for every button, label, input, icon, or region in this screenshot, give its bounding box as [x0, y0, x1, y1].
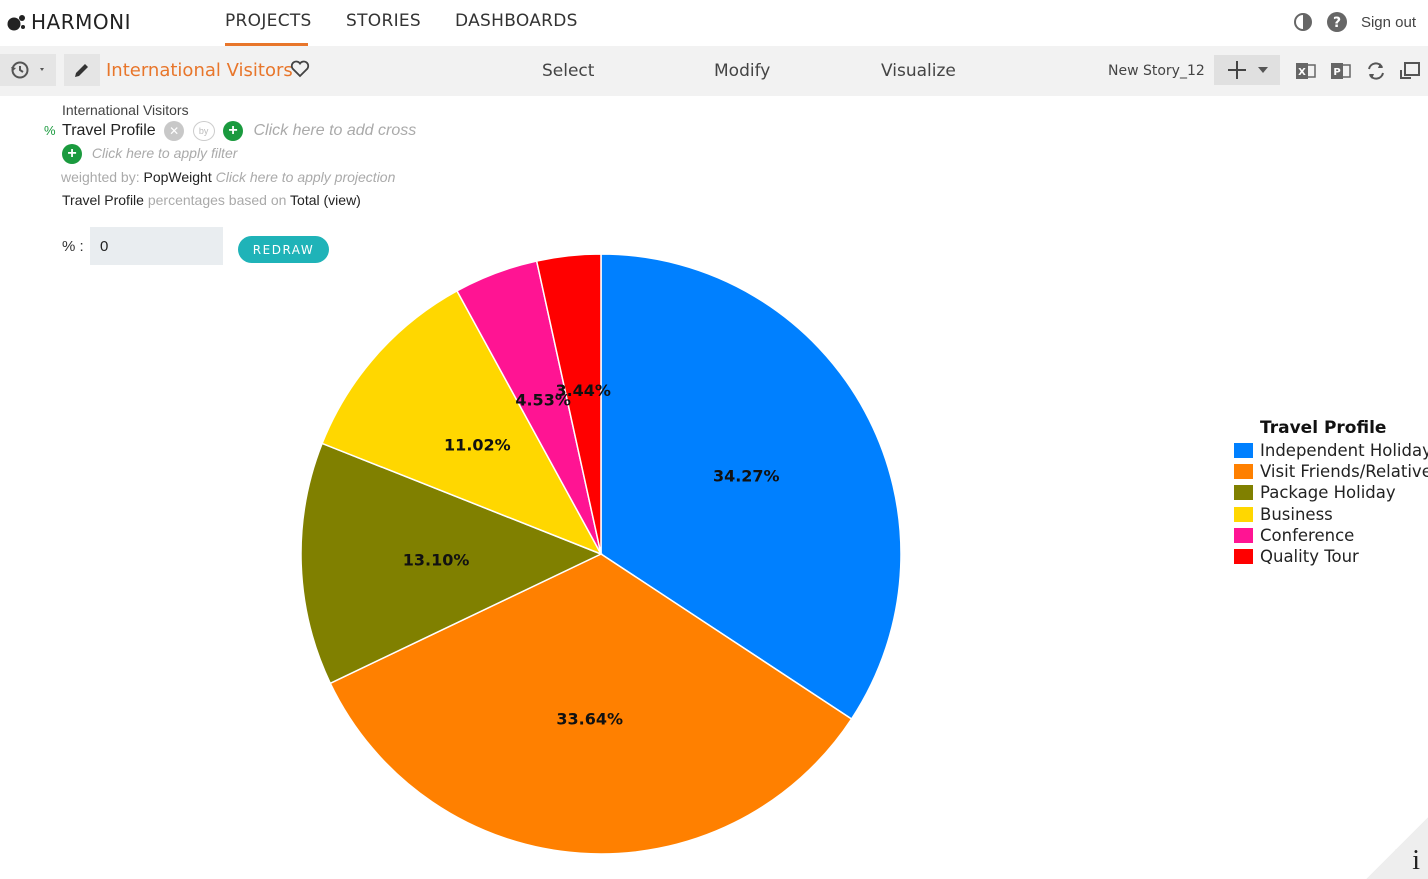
- legend-label: Package Holiday: [1260, 483, 1396, 503]
- legend-item[interactable]: Package Holiday: [1234, 482, 1428, 503]
- story-title[interactable]: International Visitors: [106, 60, 293, 81]
- nav-stories[interactable]: STORIES: [346, 11, 422, 31]
- svg-text:P: P: [1333, 67, 1340, 78]
- story-name[interactable]: New Story_12: [1108, 63, 1205, 79]
- percent-indicator[interactable]: %: [44, 123, 56, 139]
- by-swap-icon[interactable]: by: [192, 121, 215, 141]
- top-right-actions: ? Sign out: [1293, 10, 1416, 34]
- percentages-based-on-text: percentages based on: [147, 192, 287, 208]
- legend-swatch: [1234, 506, 1253, 522]
- top-navigation-bar: HARMONI PROJECTS STORIES DASHBOARDS ? Si…: [0, 0, 1428, 46]
- logo-text: HARMONI: [31, 10, 131, 34]
- story-toolbar: International Visitors Select Modify Vis…: [0, 46, 1428, 96]
- filter-row: + Click here to apply filter: [62, 144, 237, 164]
- info-icon[interactable]: i: [1412, 845, 1420, 876]
- favorite-heart-icon[interactable]: [290, 60, 310, 83]
- legend-title: Travel Profile: [1260, 418, 1387, 438]
- history-button[interactable]: [0, 54, 56, 86]
- dataset-name: International Visitors: [62, 102, 189, 118]
- chevron-down-icon: [1258, 67, 1268, 73]
- info-corner: [1366, 817, 1428, 879]
- apply-filter-hint[interactable]: Click here to apply filter: [91, 144, 238, 161]
- add-new-button[interactable]: [1214, 55, 1280, 85]
- harmoni-logo[interactable]: HARMONI: [6, 9, 131, 35]
- percent-threshold-input[interactable]: [90, 227, 223, 265]
- weight-row: weighted by: PopWeight Click here to app…: [61, 169, 395, 185]
- legend-label: Conference: [1260, 525, 1355, 545]
- legend-swatch: [1234, 485, 1253, 501]
- pie-slice-quality-tour[interactable]: [535, 253, 602, 555]
- svg-text:X: X: [1298, 67, 1306, 78]
- legend-item[interactable]: Quality Tour: [1234, 546, 1428, 567]
- excel-export-icon[interactable]: X: [1295, 60, 1317, 82]
- legend-item[interactable]: Conference: [1234, 525, 1428, 546]
- active-nav-indicator: [225, 43, 308, 46]
- edit-title-button[interactable]: [64, 54, 100, 86]
- history-icon: [11, 61, 44, 79]
- slice-label: 13.10%: [403, 551, 470, 570]
- pencil-icon: [75, 64, 88, 77]
- variable-row: % Travel Profile ✕ by + Click here to ad…: [44, 121, 416, 141]
- legend-label: Visit Friends/Relatives: [1260, 462, 1428, 482]
- add-cross-icon[interactable]: +: [223, 121, 244, 141]
- legend-label: Quality Tour: [1260, 547, 1359, 567]
- tab-select[interactable]: Select: [542, 61, 595, 81]
- powerpoint-export-icon[interactable]: P: [1330, 60, 1352, 82]
- slice-label: 34.27%: [713, 467, 780, 486]
- redraw-button[interactable]: REDRAW: [238, 236, 329, 263]
- apply-projection-hint[interactable]: Click here to apply projection: [215, 169, 396, 185]
- legend-item[interactable]: Visit Friends/Relatives: [1234, 461, 1428, 482]
- weight-variable[interactable]: PopWeight: [143, 169, 212, 185]
- pie-slice-business[interactable]: [321, 289, 603, 556]
- svg-text:?: ?: [1333, 15, 1341, 31]
- legend-label: Independent Holiday: [1260, 441, 1428, 461]
- variable-name[interactable]: Travel Profile: [62, 122, 156, 140]
- help-icon[interactable]: ?: [1326, 12, 1347, 32]
- nav-projects[interactable]: PROJECTS: [225, 11, 312, 31]
- legend-swatch: [1234, 443, 1253, 459]
- legend-label: Business: [1260, 504, 1333, 524]
- slice-label: 3.44%: [555, 381, 611, 400]
- percentage-base-row: Travel Profile percentages based on Tota…: [62, 192, 361, 208]
- legend-swatch: [1234, 464, 1253, 480]
- tab-modify[interactable]: Modify: [714, 61, 771, 81]
- add-filter-icon[interactable]: +: [62, 144, 82, 164]
- pie-slice-package-holiday[interactable]: [300, 442, 603, 685]
- percentage-variable: Travel Profile: [62, 192, 144, 208]
- slice-label: 33.64%: [556, 710, 623, 729]
- chart-legend: Travel Profile Independent Holiday Visit …: [1234, 418, 1428, 567]
- slice-label: 4.53%: [515, 390, 571, 409]
- slice-label: 11.02%: [444, 436, 511, 455]
- sign-out-link[interactable]: Sign out: [1360, 13, 1416, 31]
- percent-threshold-label: % :: [62, 238, 84, 255]
- logo-mark-icon: [7, 15, 25, 31]
- refresh-icon[interactable]: [1365, 60, 1387, 82]
- legend-item[interactable]: Independent Holiday: [1234, 440, 1428, 461]
- legend-item[interactable]: Business: [1234, 504, 1428, 525]
- percentage-base[interactable]: Total (view): [290, 192, 361, 208]
- remove-variable-icon[interactable]: ✕: [164, 121, 185, 141]
- legend-swatch: [1234, 527, 1253, 543]
- plus-icon: [1228, 61, 1246, 79]
- tab-visualize[interactable]: Visualize: [881, 61, 956, 81]
- contrast-toggle-icon[interactable]: [1293, 12, 1313, 32]
- pie-slice-visit-friends-relatives[interactable]: [329, 553, 853, 855]
- analysis-spec-panel: International Visitors % Travel Profile …: [0, 96, 700, 276]
- reset-view-icon[interactable]: [1399, 60, 1421, 82]
- nav-dashboards[interactable]: DASHBOARDS: [455, 11, 578, 31]
- legend-swatch: [1234, 549, 1253, 565]
- weighted-by-label: weighted by:: [61, 169, 140, 185]
- add-cross-hint[interactable]: Click here to add cross: [253, 122, 417, 140]
